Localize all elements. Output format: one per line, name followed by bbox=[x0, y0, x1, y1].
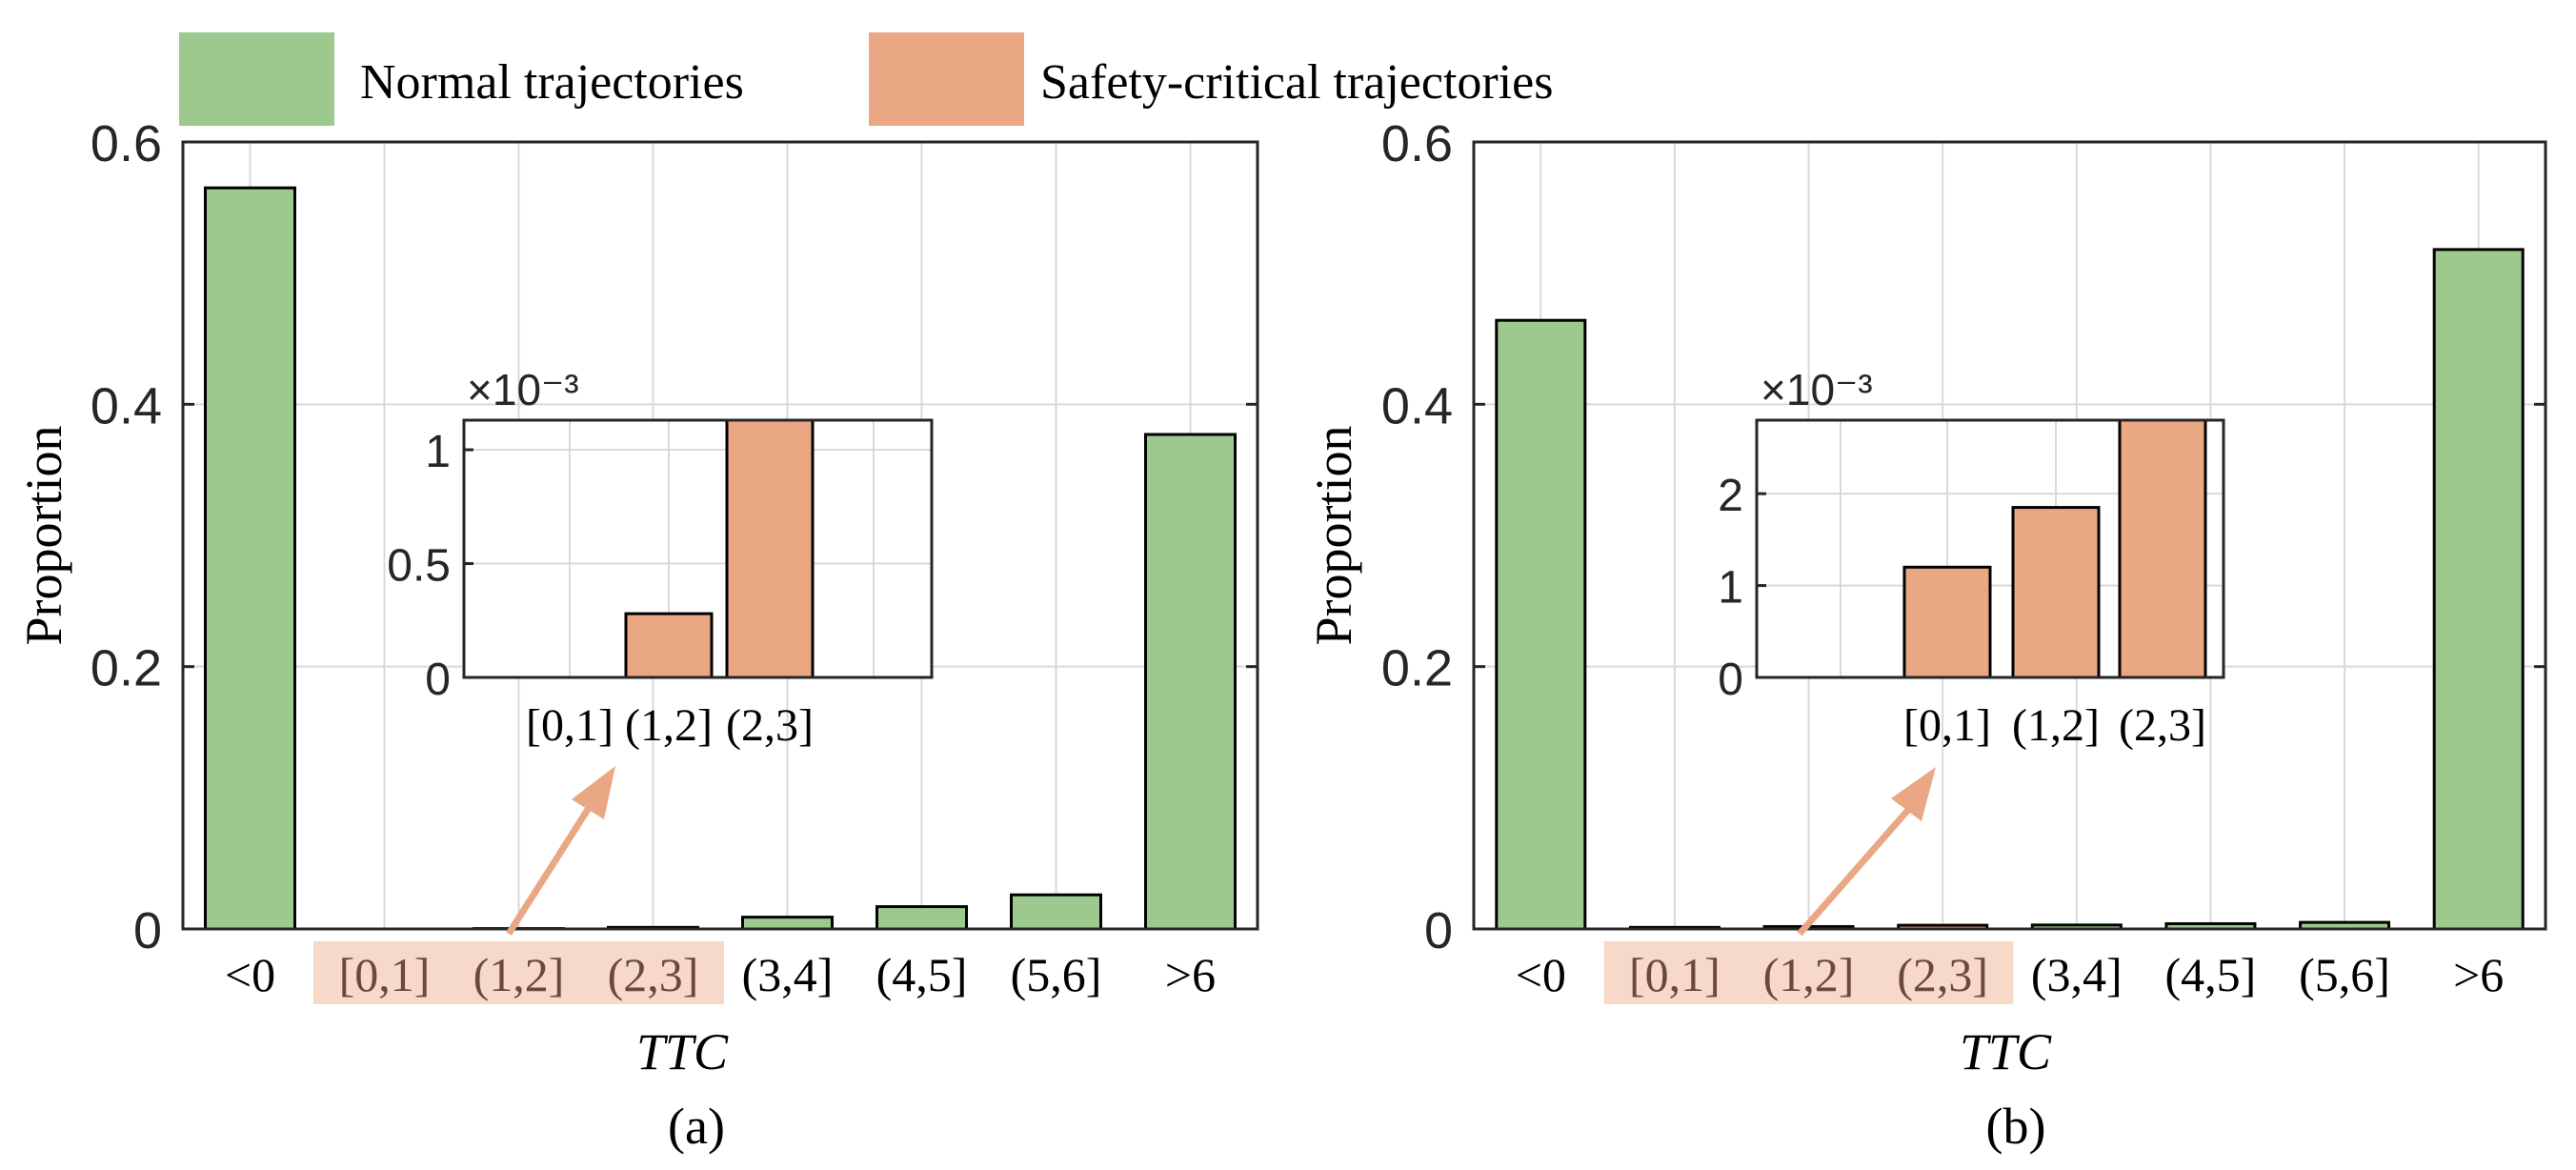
panel-label: (a) bbox=[668, 1098, 725, 1155]
bars bbox=[204, 186, 1237, 931]
legend-swatch-normal bbox=[179, 32, 334, 126]
x-tick-label: <0 bbox=[1516, 948, 1566, 1001]
y-tick-label: 0.4 bbox=[1381, 377, 1453, 434]
inset-y-tick-label: 1 bbox=[1718, 563, 1743, 614]
x-tick-label: (3,4] bbox=[2031, 948, 2123, 1001]
x-tick-label: (2,3] bbox=[608, 948, 699, 1001]
panel-label: (b) bbox=[1986, 1098, 2046, 1155]
inset-chart: 00.51 [0,1] (1,2] (2,3] ×10⁻³ bbox=[387, 365, 934, 751]
inset-multiplier: ×10⁻³ bbox=[1761, 365, 1873, 414]
inset-chart: 0 1 2 [0,1] (1,2] (2,3] ×10⁻³ bbox=[1718, 365, 2225, 751]
inset-y-tick-label: 0.5 bbox=[387, 541, 451, 592]
inset-y-tick-label: 0 bbox=[1718, 655, 1743, 705]
x-axis-label: TTC bbox=[1960, 1023, 2052, 1080]
inset-x-tick-labels: [0,1] (1,2] (2,3] bbox=[1903, 700, 2206, 751]
panel-b: 0 0.2 0.4 0.6 <0 [0,1] (1,2] (2,3] (3,4] (4,5] (5… bbox=[1305, 115, 2547, 1155]
panel-a: 00.20.40.6 <0 [0,1] (1,2] (2,3] (3,4] (4,5] (5… bbox=[15, 115, 1259, 1155]
inset-bars bbox=[1902, 418, 2207, 679]
x-tick-label: >6 bbox=[2453, 948, 2504, 1001]
inset-x-tick-label: [0,1] bbox=[1903, 700, 1991, 751]
bar-normal bbox=[875, 905, 968, 931]
x-tick-label: (4,5] bbox=[876, 948, 968, 1001]
inset-bar bbox=[624, 612, 714, 679]
inset-y-tick-label: 2 bbox=[1718, 471, 1743, 521]
inset-frame bbox=[462, 418, 934, 679]
axes-frame bbox=[181, 140, 1259, 931]
inset-bars bbox=[624, 418, 815, 679]
legend-swatch-safety-critical bbox=[869, 32, 1024, 126]
inset-arrow-head bbox=[1891, 767, 1936, 821]
bar-normal bbox=[741, 916, 834, 931]
x-tick-labels: <0 [0,1] (1,2] (2,3] (3,4] (4,5] (5,6] >6 bbox=[225, 948, 1216, 1001]
x-tick-label: (3,4] bbox=[742, 948, 834, 1001]
inset-bar bbox=[2118, 418, 2207, 679]
legend-label-safety-critical: Safety-critical trajectories bbox=[1040, 55, 1553, 110]
y-tick-label: 0.4 bbox=[91, 377, 162, 434]
inset-multiplier: ×10⁻³ bbox=[467, 365, 579, 414]
inset-y-tick-label: 0 bbox=[425, 655, 451, 705]
y-tick-label: 0.6 bbox=[1381, 115, 1453, 172]
x-tick-label: (1,2] bbox=[473, 948, 565, 1001]
inset-y-ticks: 00.51 bbox=[387, 427, 473, 705]
inset-arrow-shaft bbox=[1797, 807, 1911, 937]
inset-x-tick-labels: [0,1] (1,2] (2,3] bbox=[526, 700, 814, 751]
y-ticks: 0 0.2 0.4 0.6 bbox=[1381, 115, 2546, 959]
bar-normal bbox=[2432, 248, 2525, 931]
y-tick-label: 0 bbox=[1424, 902, 1453, 959]
x-axis-label: TTC bbox=[636, 1023, 729, 1080]
y-tick-label: 0.6 bbox=[91, 115, 162, 172]
inset-arrow-shaft bbox=[506, 806, 592, 936]
bar-normal bbox=[1010, 893, 1102, 931]
x-tick-labels: <0 [0,1] (1,2] (2,3] (3,4] (4,5] (5,6] >6 bbox=[1516, 948, 2505, 1001]
highlight-band bbox=[1603, 941, 2014, 1004]
y-tick-label: 0 bbox=[133, 902, 162, 959]
bar-normal bbox=[1495, 318, 1587, 931]
x-tick-label: [0,1] bbox=[1629, 948, 1721, 1001]
inset-bar bbox=[1902, 565, 1992, 679]
x-tick-label: >6 bbox=[1165, 948, 1216, 1001]
legend-label-normal: Normal trajectories bbox=[360, 55, 744, 110]
bar-normal bbox=[204, 186, 296, 931]
bars bbox=[1495, 248, 2525, 931]
y-tick-label: 0.2 bbox=[91, 640, 162, 697]
inset-x-tick-label: [0,1] bbox=[526, 700, 614, 751]
x-tick-label: (5,6] bbox=[2299, 948, 2390, 1001]
x-tick-label: (1,2] bbox=[1763, 948, 1855, 1001]
inset-x-tick-label: (1,2] bbox=[2012, 700, 2100, 751]
inset-bar bbox=[725, 418, 815, 679]
x-tick-label: (5,6] bbox=[1011, 948, 1102, 1001]
axes-frame bbox=[1472, 140, 2547, 931]
inset-bar bbox=[2011, 506, 2101, 679]
legend: Normal trajectories Safety-critical traj… bbox=[179, 32, 1553, 126]
inset-arrow-head bbox=[572, 766, 615, 819]
highlight-band bbox=[313, 941, 724, 1004]
inset-y-tick-label: 1 bbox=[425, 427, 451, 477]
inset-y-ticks: 0 1 2 bbox=[1718, 471, 1766, 705]
x-tick-label: [0,1] bbox=[339, 948, 431, 1001]
x-tick-label: <0 bbox=[225, 948, 275, 1001]
y-tick-label: 0.2 bbox=[1381, 640, 1453, 697]
x-tick-label: (4,5] bbox=[2165, 948, 2257, 1001]
x-tick-label: (2,3] bbox=[1897, 948, 1988, 1001]
inset-frame bbox=[1755, 418, 2225, 679]
y-ticks: 0 0.2 0.4 0.6 bbox=[91, 115, 1258, 959]
bar-normal bbox=[1144, 433, 1237, 931]
inset-x-tick-label: (1,2] bbox=[625, 700, 713, 751]
y-axis-label: Proportion bbox=[1305, 425, 1362, 645]
inset-x-tick-label: (2,3] bbox=[2119, 700, 2206, 751]
y-axis-label: Proportion bbox=[15, 425, 72, 645]
inset-x-tick-label: (2,3] bbox=[726, 700, 814, 751]
